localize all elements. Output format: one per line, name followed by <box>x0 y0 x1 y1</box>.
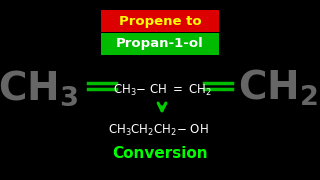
Text: $\mathregular{CH_3CH_2CH_2}$$\mathregular{-}$ OH: $\mathregular{CH_3CH_2CH_2}$$\mathregula… <box>108 122 208 138</box>
Text: $\mathregular{CH_3}$: $\mathregular{CH_3}$ <box>0 68 78 108</box>
Text: $\mathregular{CH_2}$: $\mathregular{CH_2}$ <box>238 68 318 108</box>
FancyBboxPatch shape <box>101 10 219 32</box>
Text: Propene to: Propene to <box>119 15 201 28</box>
Text: $\mathregular{CH_3}$$\mathregular{-}$ CH $\mathregular{=}$ $\mathregular{CH_2}$: $\mathregular{CH_3}$$\mathregular{-}$ CH… <box>113 82 212 98</box>
Text: Conversion: Conversion <box>112 145 208 161</box>
Text: Propan-1-ol: Propan-1-ol <box>116 37 204 51</box>
FancyBboxPatch shape <box>101 33 219 55</box>
